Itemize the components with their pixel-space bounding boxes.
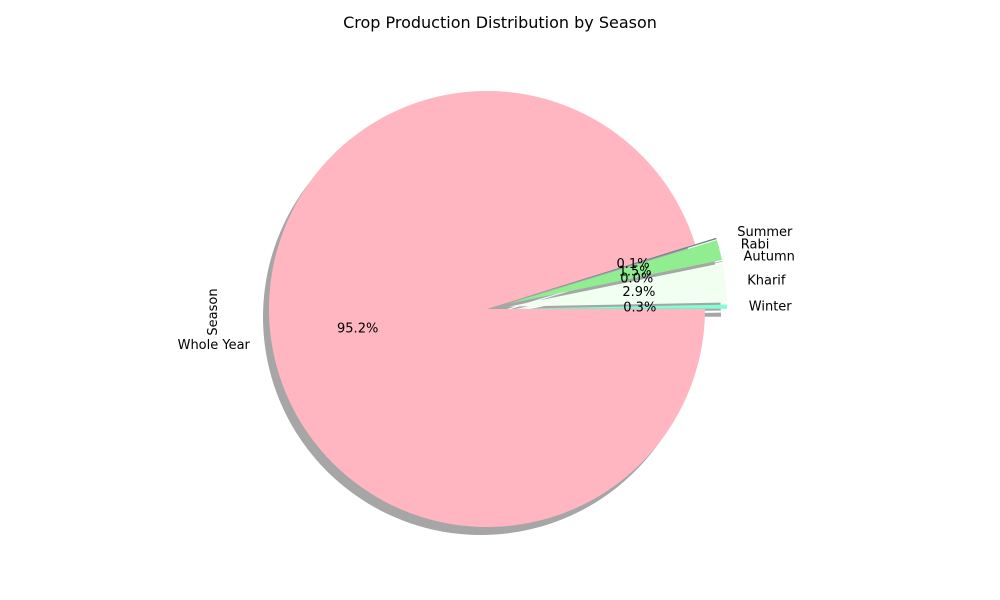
- slice-label-whole-year: Whole Year: [178, 338, 251, 353]
- slice-label-winter: Winter: [749, 300, 793, 315]
- slice-pct-label-rabi: 1.5%: [619, 264, 652, 279]
- pie-slice-kharif: [508, 263, 727, 307]
- pie-slice-rabi: [508, 240, 722, 304]
- slice-label-summer: Summer: [737, 225, 793, 240]
- slice-pct-label-summer: 0.1%: [617, 257, 650, 272]
- y-axis-label: Season: [206, 288, 221, 335]
- pie-slice-autumn: [508, 261, 723, 305]
- slice-layer: [268, 91, 727, 528]
- pie-slice-winter: [508, 304, 727, 309]
- chart-title: Crop Production Distribution by Season: [343, 13, 657, 32]
- slice-pct-label-winter: 0.3%: [623, 301, 656, 316]
- pie-slice-summer: [508, 237, 717, 303]
- slice-pct-label-kharif: 2.9%: [622, 285, 655, 300]
- pie-slice-whole-year: [268, 91, 705, 528]
- slice-label-autumn: Autumn: [744, 250, 795, 265]
- slice-pct-label-whole-year: 95.2%: [337, 322, 378, 337]
- slice-label-kharif: Kharif: [747, 273, 786, 288]
- slice-pct-label-autumn: 0.0%: [620, 271, 653, 286]
- slice-label-rabi: Rabi: [741, 238, 770, 253]
- label-layer: Whole Year 95.2% Summer 0.1% Rabi 1.5% Autumn 0…: [178, 225, 795, 353]
